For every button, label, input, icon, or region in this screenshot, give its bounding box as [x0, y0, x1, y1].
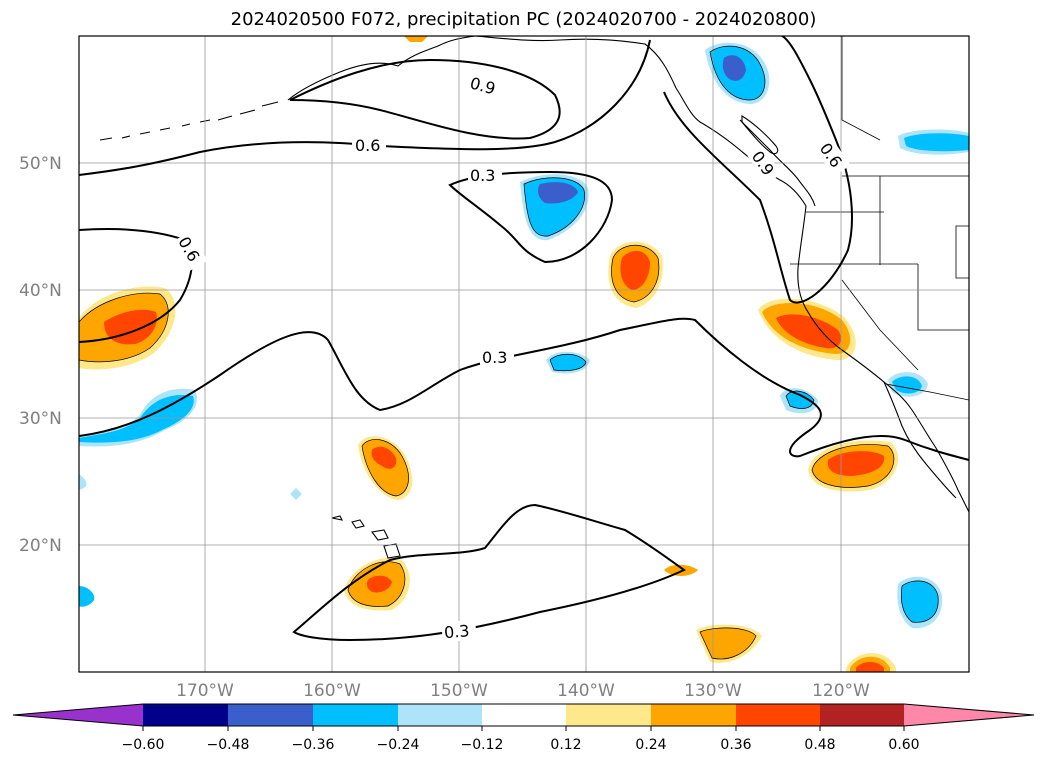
us-mexico-border [885, 383, 969, 401]
colorbar-tick-label: −0.48 [207, 737, 250, 753]
alaska-coastline [287, 36, 476, 101]
alaska-canada-border [841, 36, 881, 141]
colorbar-segment [566, 704, 651, 726]
positive-anomaly-region [366, 575, 392, 593]
california-nevada-diagonal [841, 279, 919, 371]
colorbar-segment [820, 704, 904, 726]
colorbar-segment [313, 704, 398, 726]
colorbar-segment [736, 704, 820, 726]
colorbar-extend-low [13, 704, 143, 726]
colorbar-segment [143, 704, 228, 726]
negative-anomaly-region [786, 391, 814, 409]
colorbar-tick-label: 0.12 [550, 737, 581, 753]
map-frame [78, 35, 970, 673]
lon-label: 140°W [557, 681, 615, 701]
positive-anomaly-region [700, 627, 756, 660]
bc-coastline [739, 119, 816, 207]
colorbar-extend-high [904, 704, 1034, 726]
contour-label: 0.3 [443, 621, 470, 642]
contour-0.3-main [79, 317, 969, 461]
colorbar: −0.60 −0.48 −0.36 −0.24 −0.12 0.12 0.24 … [12, 703, 1035, 753]
lat-label: 30°N [19, 409, 62, 429]
contour-0.3-north [448, 170, 614, 264]
lon-label: 170°W [176, 681, 234, 701]
colorbar-tick-label: 0.36 [720, 737, 751, 753]
colorbar-ticks [142, 726, 905, 731]
negative-anomaly-region [290, 488, 302, 500]
contour-0.3-south [292, 503, 686, 642]
negative-anomaly-region [904, 133, 969, 152]
lon-label: 150°W [430, 681, 488, 701]
positive-anomaly-region [620, 250, 650, 290]
colorbar-tick-label: −0.24 [377, 737, 420, 753]
vancouver-island [741, 115, 779, 155]
negative-anomaly-region [79, 586, 95, 607]
colorbar-tick-label: 0.48 [804, 737, 835, 753]
baja-coast [883, 381, 957, 499]
lon-label: 160°W [303, 681, 361, 701]
colorbar-segment [228, 704, 313, 726]
precip-anomaly-fills [79, 36, 969, 672]
lat-label: 50°N [19, 154, 62, 174]
colorbar-segment [398, 704, 482, 726]
positive-anomaly-region [404, 36, 428, 42]
contour-label-group: 0.9 0.6 0.6 0.6 0.3 0.3 0.3 0.9 [173, 71, 851, 643]
positive-anomaly-region [776, 314, 842, 349]
contour-0.9-top [289, 58, 561, 140]
positive-anomaly-region [371, 446, 397, 469]
lat-label: 20°N [19, 536, 62, 556]
colorbar-segment [651, 704, 736, 726]
map-title: 2024020500 F072, precipitation PC (20240… [230, 9, 817, 30]
political-borders [790, 36, 969, 401]
colorbar-tick-label: 0.60 [888, 737, 919, 753]
lat-label: 40°N [19, 281, 62, 301]
colorbar-tick-label: 0.24 [635, 737, 666, 753]
positive-anomaly-region [827, 451, 885, 476]
negative-anomaly-region [901, 580, 939, 623]
longitude-labels: 170°W 160°W 150°W 140°W 130°W 120°W [176, 681, 870, 701]
negative-anomaly-region [537, 182, 578, 204]
negative-anomaly-region [79, 474, 87, 490]
lon-label: 130°W [684, 681, 742, 701]
lon-label: 120°W [812, 681, 870, 701]
latitude-labels: 50°N 40°N 30°N 20°N [19, 154, 62, 556]
colorbar-tick-label: −0.60 [122, 737, 165, 753]
contour-label: 0.3 [470, 166, 495, 185]
colorbar-tick-label: −0.36 [292, 737, 335, 753]
contour-label: 0.3 [482, 348, 507, 367]
negative-anomaly-region [550, 354, 586, 371]
montana-border [955, 225, 969, 279]
anomaly-outlines [79, 45, 939, 660]
hawaii-islands [331, 515, 401, 559]
contour-0.6-coast [663, 36, 853, 304]
positive-anomaly-region [856, 662, 884, 672]
colorbar-segment [482, 704, 566, 726]
nevada-border [917, 264, 969, 331]
negative-anomaly-region [722, 55, 746, 81]
contour-label: 0.6 [355, 136, 380, 155]
colorbar-tick-label: −0.12 [461, 737, 504, 753]
